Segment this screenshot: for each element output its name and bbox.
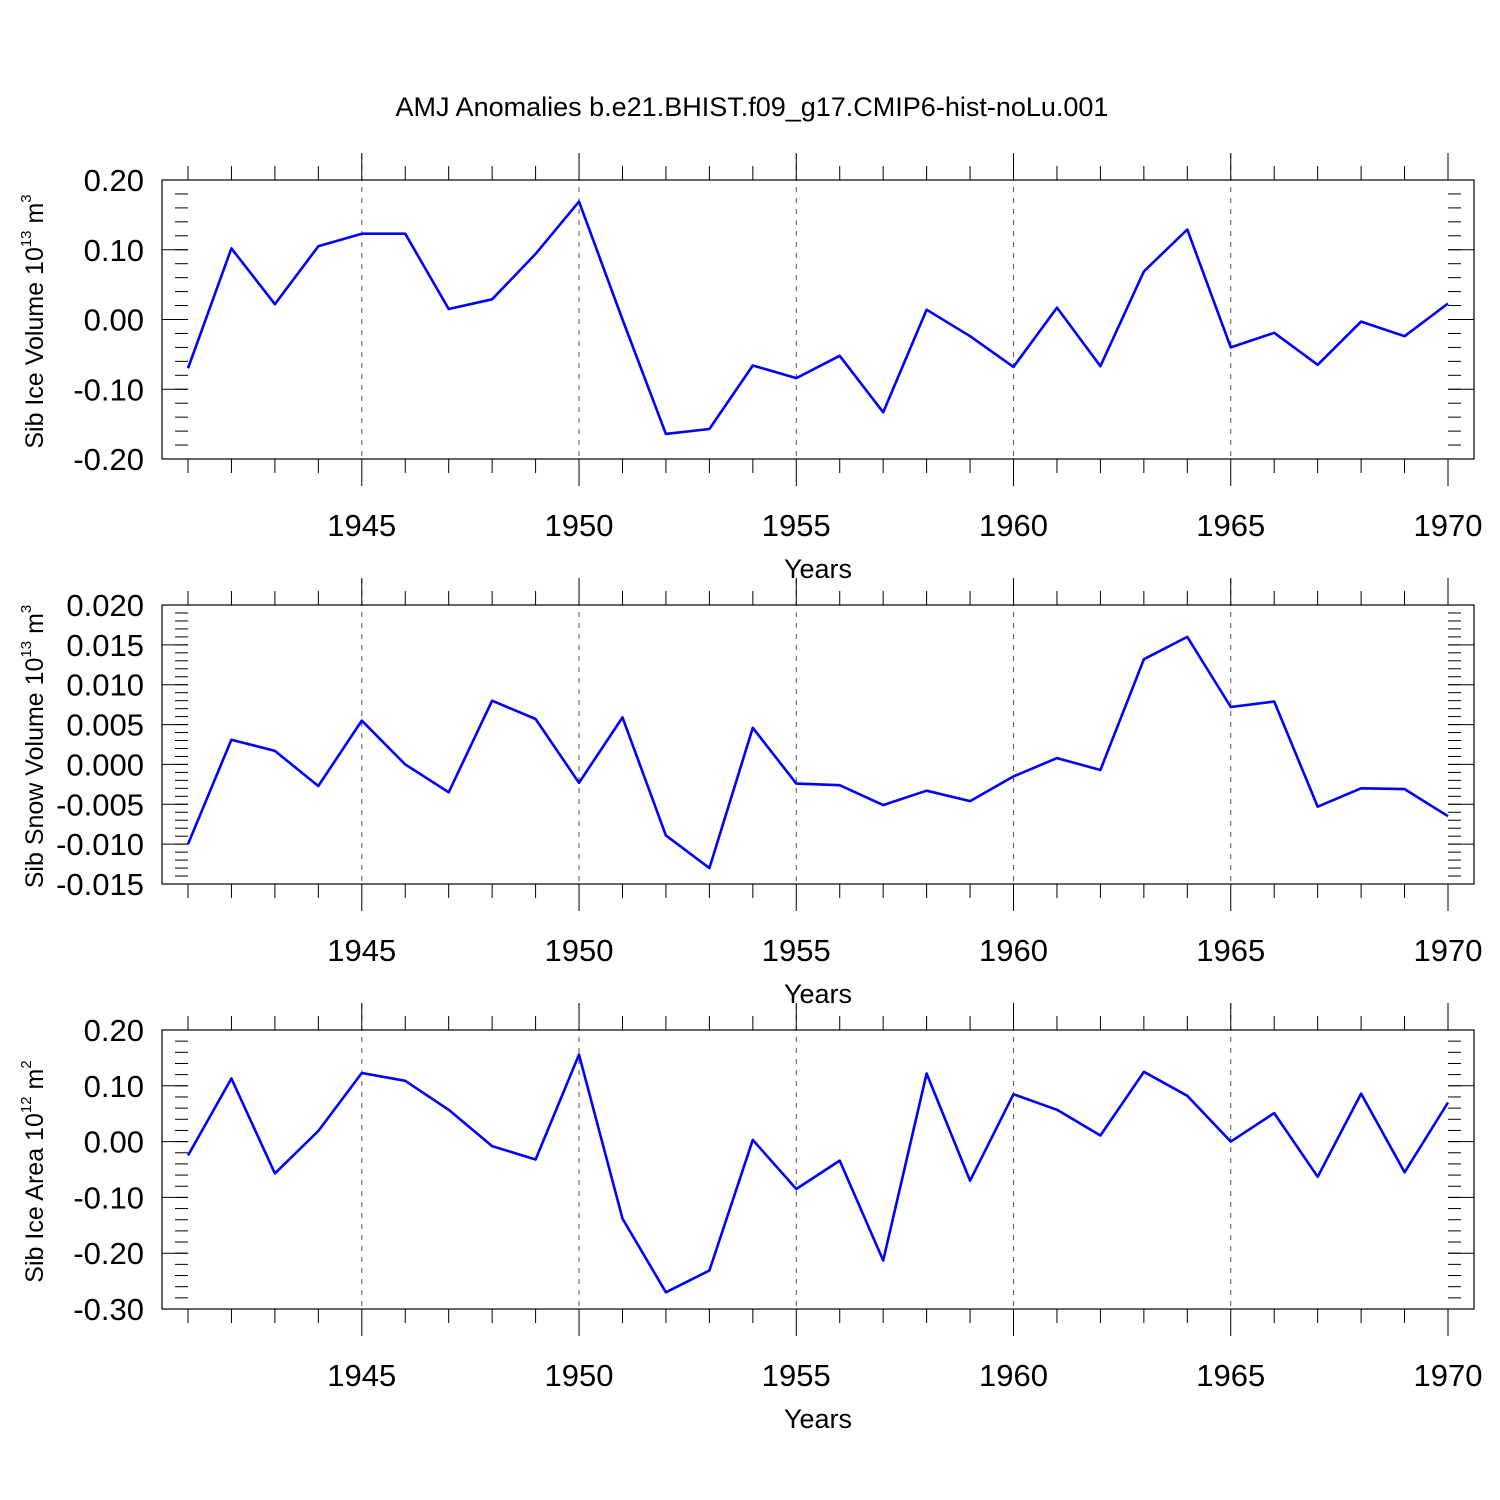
chart-title: AMJ Anomalies b.e21.BHIST.f09_g17.CMIP6-…: [396, 92, 1109, 122]
y-tick-label: -0.010: [56, 827, 144, 862]
y-tick-label: 0.005: [66, 708, 144, 743]
plot-frame: [161, 1029, 1475, 1310]
x-tick-label: 1970: [1414, 933, 1483, 968]
x-tick-label: 1950: [545, 1358, 614, 1393]
x-tick-label: 1960: [979, 508, 1048, 543]
y-axis-label: Sib Ice Area 1012 m2: [18, 1060, 49, 1282]
y-tick-label: 0.00: [84, 303, 144, 338]
y-axis-label: Sib Ice Volume 1013 m3: [18, 194, 49, 448]
y-tick-label: -0.005: [56, 787, 144, 822]
x-tick-label: 1965: [1196, 508, 1265, 543]
series-line: [186, 635, 1449, 870]
x-tick-label: 1945: [327, 508, 396, 543]
x-tick-label: 1965: [1196, 933, 1265, 968]
y-tick-label: 0.010: [66, 668, 144, 703]
x-axis-label: Years: [784, 979, 852, 1009]
x-tick-label: 1950: [545, 508, 614, 543]
x-axis-label: Years: [784, 1404, 852, 1434]
y-tick-label: 0.10: [84, 1069, 144, 1104]
x-axis-label: Years: [784, 554, 852, 584]
x-tick-label: 1955: [762, 508, 831, 543]
series-line: [186, 200, 1449, 436]
x-tick-label: 1955: [762, 1358, 831, 1393]
x-tick-label: 1970: [1414, 1358, 1483, 1393]
panel-2: -0.015 -0.010 -0.005 0.000 0.005 0.010 0.015 0.…: [18, 578, 1482, 1009]
panel-1: -0.20 -0.10 0.00 0.10 0.20 1945 1950 1955 1960 19…: [18, 153, 1482, 584]
x-tick-label: 1945: [327, 933, 396, 968]
y-tick-label: 0.20: [84, 163, 144, 198]
x-tick-label: 1950: [545, 933, 614, 968]
x-tick-label: 1965: [1196, 1358, 1265, 1393]
y-tick-label: 0.10: [84, 233, 144, 268]
y-tick-label: 0.015: [66, 628, 144, 663]
y-tick-label: 0.20: [84, 1013, 144, 1048]
x-tick-label: 1960: [979, 933, 1048, 968]
y-tick-label: -0.30: [73, 1292, 144, 1327]
series-line: [186, 1053, 1450, 1294]
y-tick-label: -0.20: [73, 1236, 144, 1271]
x-tick-label: 1955: [762, 933, 831, 968]
y-tick-label: -0.10: [73, 1180, 144, 1215]
y-tick-label: -0.10: [73, 372, 144, 407]
panel-3: -0.30 -0.20 -0.10 0.00 0.10 0.20 1945 1950 1955 1…: [18, 1003, 1482, 1434]
x-tick-label: 1970: [1414, 508, 1483, 543]
y-tick-label: 0.020: [66, 588, 144, 623]
y-tick-label: 0.00: [84, 1125, 144, 1160]
y-axis-label: Sib Snow Volume 1013 m3: [18, 605, 49, 889]
y-tick-label: 0.000: [66, 747, 144, 782]
y-tick-label: -0.20: [73, 442, 144, 477]
plot-frame: [161, 604, 1475, 885]
x-tick-label: 1960: [979, 1358, 1048, 1393]
y-tick-label: -0.015: [56, 867, 144, 902]
x-tick-label: 1945: [327, 1358, 396, 1393]
